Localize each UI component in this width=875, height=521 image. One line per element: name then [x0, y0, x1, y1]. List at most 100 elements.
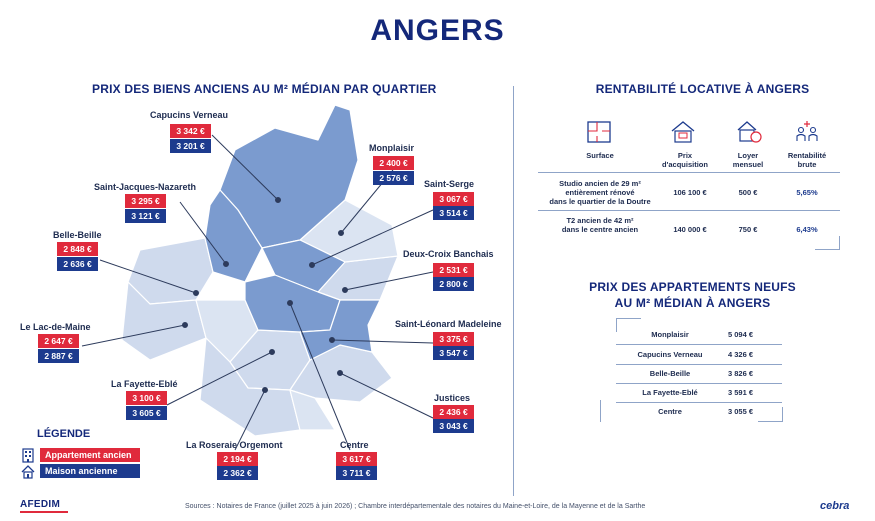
neuf-row: Centre 3 055 €	[616, 402, 782, 420]
price-appartement: 2 531 €	[433, 263, 474, 277]
neuf-row: Monplaisir 5 094 €	[616, 325, 782, 343]
map-section-title: PRIX DES BIENS ANCIENS AU M² MÉDIAN PAR …	[92, 82, 437, 96]
price-maison: 3 514 €	[433, 206, 474, 220]
quartier-name: Deux-Croix Banchais	[403, 249, 494, 259]
price-maison: 3 547 €	[433, 346, 474, 360]
quartier-name: Monplaisir	[369, 143, 415, 153]
row-studio-prix: 106 100 €	[673, 188, 707, 197]
house-icon	[21, 465, 35, 479]
page-title: ANGERS	[370, 14, 505, 47]
quartier-name: Belle-Beille	[53, 230, 102, 240]
afedim-logo: AFEDIM	[20, 499, 61, 510]
neuf-value: 3 826 €	[728, 369, 754, 378]
table-corner	[616, 318, 617, 332]
label-line: dans le centre ancien	[561, 225, 639, 234]
price-maison: 2 362 €	[217, 466, 258, 480]
header-loyer-line1: Loyer	[737, 151, 759, 160]
header-rent-line1: Rentabilité	[787, 151, 827, 160]
price-appartement: 2 436 €	[433, 405, 474, 419]
neufs-title-line1: PRIX DES APPARTEMENTS NEUFS	[589, 280, 796, 294]
table-separator	[538, 172, 840, 173]
table-corner	[616, 318, 641, 319]
price-appartement: 3 100 €	[126, 391, 167, 405]
map-district-saint-jacques	[204, 189, 263, 283]
table-corner	[600, 400, 601, 422]
map-district-saint-leonard	[299, 299, 381, 361]
floorplan-icon	[587, 121, 611, 143]
label-line: T2 ancien de 42 m²	[566, 216, 634, 225]
price-maison: 2 576 €	[373, 171, 414, 185]
neuf-name: Belle-Beille	[649, 369, 691, 378]
neufs-title-line2: AU M² MÉDIAN À ANGERS	[614, 296, 771, 310]
row-t2-label: T2 ancien de 42 m² dans le centre ancien	[540, 216, 660, 234]
people-chart-icon	[796, 121, 818, 141]
table-corner	[839, 236, 840, 250]
map-district-centre-south	[289, 389, 336, 431]
header-loyer-line2: mensuel	[732, 160, 764, 169]
table-corner	[782, 407, 783, 421]
row-t2-rent: 6,43%	[796, 225, 818, 234]
map-district-saint-serge	[261, 239, 346, 293]
price-maison: 2 887 €	[38, 349, 79, 363]
house-price-icon	[671, 121, 695, 143]
afedim-logo-underline	[20, 511, 68, 513]
price-maison: 3 043 €	[433, 419, 474, 433]
neuf-name: Monplaisir	[651, 330, 689, 339]
quartier-name: Le Lac-de-Maine	[20, 322, 91, 332]
sources-text: Sources : Notaires de France (juillet 20…	[185, 503, 646, 510]
price-maison: 2 800 €	[433, 277, 474, 291]
price-appartement: 3 067 €	[433, 192, 474, 206]
neufs-title: PRIX DES APPARTEMENTS NEUFS AU M² MÉDIAN…	[560, 279, 825, 311]
price-appartement: 3 295 €	[125, 194, 166, 208]
quartier-name: Saint-Serge	[424, 179, 475, 189]
table-corner	[758, 421, 783, 422]
quartier-name: La Fayette-Eblé	[111, 379, 178, 389]
row-t2-loyer: 750 €	[738, 225, 758, 234]
label-line: Studio ancien de 29 m²	[559, 179, 641, 188]
apartment-building-icon	[22, 448, 34, 463]
legend-title: LÉGENDE	[37, 428, 91, 440]
neuf-value: 3 591 €	[728, 388, 754, 397]
price-maison: 3 605 €	[126, 406, 167, 420]
quartier-name: La Roseraie Orgemont	[186, 440, 283, 450]
legend-appartement: Appartement ancien	[40, 448, 140, 462]
price-maison: 3 711 €	[336, 466, 377, 480]
table-corner	[815, 249, 840, 250]
quartier-name: Saint-Léonard Madeleine	[395, 319, 502, 329]
row-studio-label: Studio ancien de 29 m² entièrement rénov…	[540, 179, 660, 206]
price-appartement: 3 617 €	[336, 452, 377, 466]
header-rent-line2: brute	[797, 160, 817, 169]
price-appartement: 3 342 €	[170, 124, 211, 138]
row-separator	[616, 402, 782, 403]
neuf-row: Capucins Verneau 4 326 €	[616, 345, 782, 363]
neuf-value: 3 055 €	[728, 407, 754, 416]
legend-maison: Maison ancienne	[40, 464, 140, 478]
house-rent-icon	[737, 121, 762, 143]
label-line: dans le quartier de la Doutre	[549, 197, 651, 206]
price-appartement: 2 647 €	[38, 334, 79, 348]
header-surface: Surface	[586, 151, 614, 160]
price-appartement: 2 848 €	[57, 242, 98, 256]
price-appartement: 2 400 €	[373, 156, 414, 170]
row-separator	[616, 344, 782, 345]
neuf-row: Belle-Beille 3 826 €	[616, 364, 782, 382]
quartier-name: Saint-Jacques-Nazareth	[94, 182, 197, 192]
row-separator	[616, 364, 782, 365]
neuf-value: 5 094 €	[728, 330, 754, 339]
price-appartement: 3 375 €	[433, 332, 474, 346]
row-separator	[616, 383, 782, 384]
neuf-name: Capucins Verneau	[637, 350, 703, 359]
cebra-logo: cebra	[820, 500, 850, 512]
price-maison: 3 201 €	[170, 139, 211, 153]
quartier-name: Justices	[434, 393, 471, 403]
header-prix-line1: Prix	[677, 151, 693, 160]
neuf-value: 4 326 €	[728, 350, 754, 359]
row-studio-loyer: 500 €	[738, 188, 758, 197]
table-separator	[538, 210, 840, 211]
neuf-name: Centre	[658, 407, 682, 416]
row-studio-rent: 5,65%	[796, 188, 818, 197]
quartier-name: Centre	[340, 440, 369, 450]
row-t2-prix: 140 000 €	[673, 225, 707, 234]
vertical-divider	[513, 86, 514, 496]
